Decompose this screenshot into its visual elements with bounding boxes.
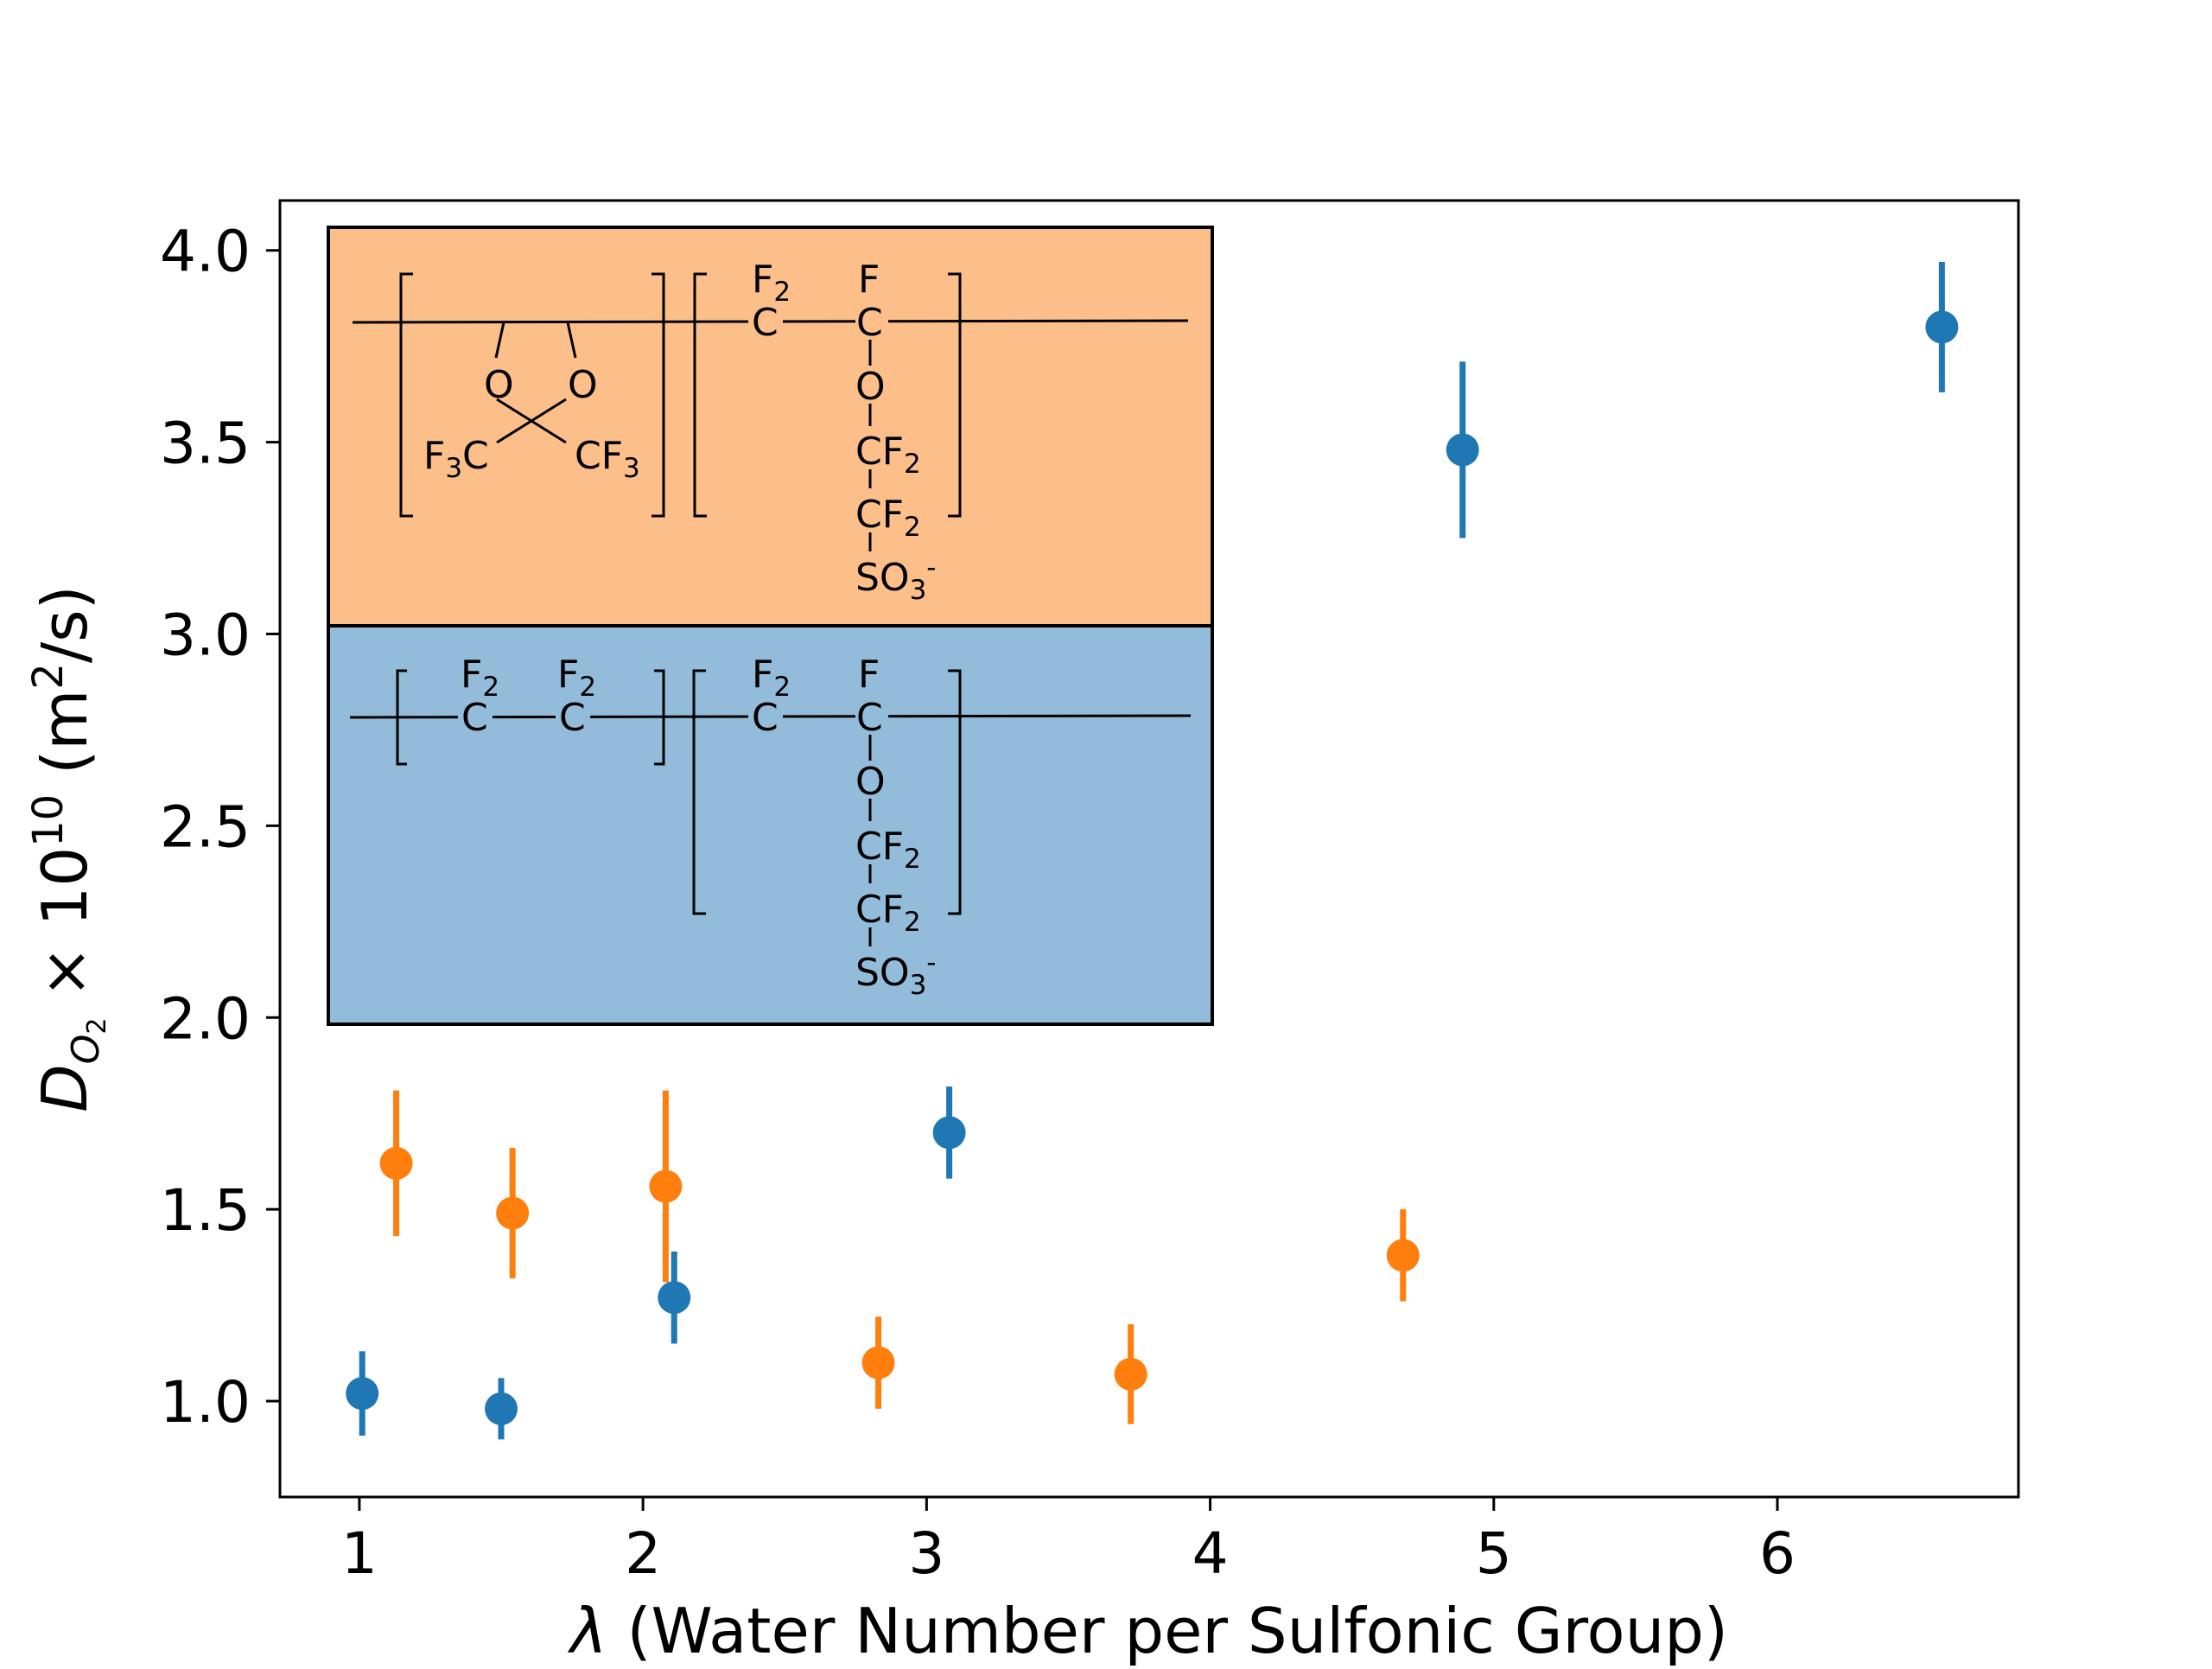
x-axis-ticks: 1 2 3 4 5 6 [341,1497,1796,1587]
series-1 [346,262,1959,1440]
y-tick-label: 1.5 [160,1177,251,1244]
bottom-c-4: C [856,696,883,740]
x-tick-label: 2 [625,1520,661,1587]
chemical-structure-inset: O O F3C CF3 F2 C F C O CF2 CF2 SO3- [327,226,1214,1026]
top-so3: SO3- [855,552,936,606]
x-tick-label: 4 [1192,1520,1229,1587]
y-tick-label: 3.5 [160,411,251,477]
data-point [346,1377,379,1411]
top-c1: C [752,301,779,345]
x-axis-label: λ (Water Number per Sulfonic Group) [567,1595,1728,1667]
bottom-f2-1: F2 [461,653,499,703]
top-o-right: O [568,363,598,407]
data-point [932,1116,966,1150]
bottom-structure-labels: F2 C F2 C F2 C F C O CF2 CF2 SO3- [458,653,936,1001]
inset-top-panel [327,226,1214,627]
data-point [1925,310,1959,344]
data-point [485,1392,518,1425]
y-tick-label: 2.0 [160,985,251,1052]
data-point [861,1346,895,1379]
data-point [379,1146,413,1180]
bottom-f-label: F [858,653,880,697]
top-c2: C [856,301,883,345]
plot-frame [278,199,2020,1499]
bottom-f2-3: F2 [752,653,791,703]
data-point [1114,1357,1147,1391]
top-cf2-a: CF2 [855,430,921,480]
top-structure-labels: O O F3C CF3 F2 C F C O CF2 CF2 SO3- [423,258,936,606]
bottom-cf2-a: CF2 [855,825,921,875]
top-f3c: F3C [423,434,489,484]
y-axis-ticks: 1.0 1.5 2.0 2.5 3.0 3.5 4.0 [160,219,280,1436]
x-tick-label: 1 [341,1520,378,1587]
bottom-c-2: C [559,696,586,740]
top-cf2-b: CF2 [855,493,921,543]
bottom-so3: SO3- [855,947,936,1001]
top-f-label: F [858,258,880,302]
y-tick-label: 2.5 [160,793,251,860]
bottom-cf2-b: CF2 [855,888,921,938]
data-point [658,1281,691,1315]
top-o-side: O [855,365,886,409]
inset-bottom-panel [327,624,1214,1026]
bottom-o-side: O [855,760,886,804]
top-f2-label: F2 [752,258,791,308]
x-tick-label: 3 [908,1520,944,1587]
data-point [1446,433,1479,467]
data-point [496,1196,530,1230]
bottom-c-1: C [461,696,488,740]
top-o-left: O [484,363,514,407]
data-point [1386,1239,1420,1272]
data-point [649,1169,683,1203]
data-marks [346,262,1959,1440]
y-tick-label: 4.0 [160,219,251,285]
x-tick-label: 6 [1759,1520,1796,1587]
series-2 [379,1090,1420,1424]
y-tick-label: 3.0 [160,602,251,668]
bottom-c-3: C [752,696,779,740]
x-tick-label: 5 [1476,1520,1512,1587]
bottom-f2-2: F2 [557,653,596,703]
y-tick-label: 1.0 [160,1369,251,1436]
top-cf3: CF3 [575,434,640,484]
y-axis-label: DO2 × 1010 (m2/s) [24,585,112,1112]
